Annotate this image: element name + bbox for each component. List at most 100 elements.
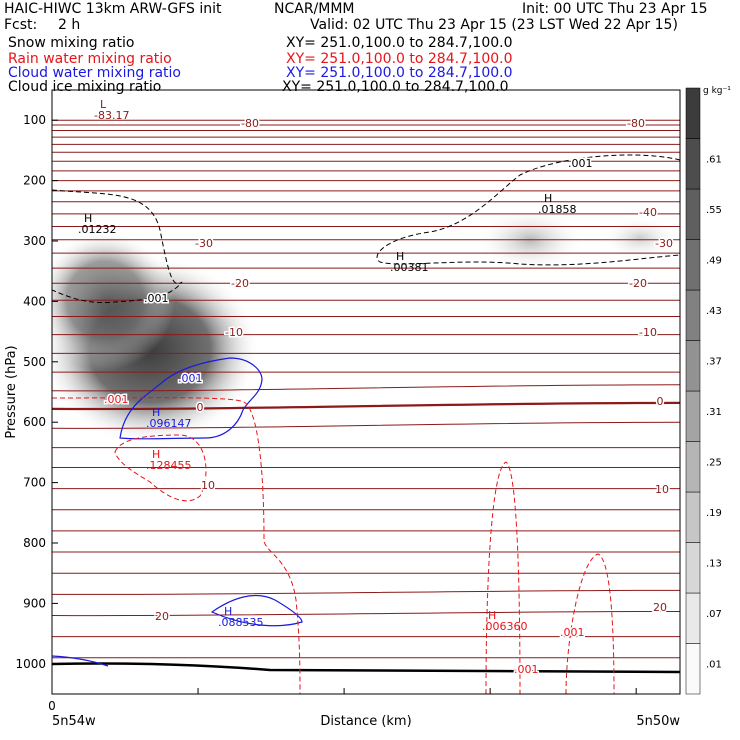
isotherm-label: -10 bbox=[225, 326, 243, 339]
colorbar-level-label: .19 bbox=[706, 508, 722, 519]
isotherm-line bbox=[52, 384, 680, 392]
colorbar-level-label: .13 bbox=[706, 559, 722, 570]
colorbar-level-label: .01 bbox=[706, 660, 722, 671]
extremum-value: .00381 bbox=[390, 261, 429, 274]
colorbar-swatch bbox=[685, 340, 701, 392]
field-snow-name: Snow mixing ratio bbox=[8, 35, 135, 51]
rain-contour-right-2 bbox=[565, 553, 615, 694]
colorbar: .01 .07 .13 .19 .25 .31 .37 .43 .49 .55 .61 g kg⁻¹ bbox=[685, 86, 731, 695]
cloud-water-contour-surface bbox=[52, 655, 109, 667]
header-org: NCAR/MMM bbox=[274, 1, 355, 17]
field-cloudwater-name: Cloud water mixing ratio bbox=[8, 65, 181, 81]
isotherm-label: -10 bbox=[639, 326, 657, 339]
field-rain-name: Rain water mixing ratio bbox=[8, 51, 172, 67]
extremum-marker: H bbox=[84, 212, 92, 225]
temperature-isotherms bbox=[52, 119, 680, 659]
contour-value-label: .001 bbox=[514, 663, 539, 676]
colorbar-level-label: .49 bbox=[706, 256, 722, 267]
cloud-water-contour-upper bbox=[119, 357, 263, 440]
rain-contour-right-1 bbox=[485, 461, 521, 694]
rain-contour-main bbox=[52, 397, 301, 694]
y-tick-label: 100 bbox=[23, 113, 46, 127]
isotherm-label: -30 bbox=[195, 237, 213, 250]
extremum-marker: L bbox=[100, 98, 107, 111]
colorbar-swatch bbox=[685, 491, 701, 543]
plot-frame bbox=[51, 89, 681, 695]
isotherm-label: 20 bbox=[653, 601, 667, 614]
isotherm-label: -20 bbox=[629, 277, 647, 290]
extremum-marker: H bbox=[396, 250, 404, 263]
extremum-marker: H bbox=[488, 609, 496, 622]
header-fcst-value: 2 h bbox=[58, 17, 81, 33]
colorbar-swatch bbox=[685, 542, 701, 594]
isotherm-line bbox=[52, 610, 680, 617]
colorbar-level-label: .25 bbox=[706, 458, 722, 469]
isotherm-label: -20 bbox=[231, 277, 249, 290]
colorbar-level-label: .37 bbox=[706, 357, 722, 368]
colorbar-swatch bbox=[685, 390, 701, 442]
field-snow-xy: XY= 251.0,100.0 to 284.7,100.0 bbox=[286, 35, 513, 51]
isotherm-line bbox=[52, 401, 680, 411]
x-axis-label: Distance (km) bbox=[320, 714, 411, 729]
mixing-ratio-contours bbox=[52, 154, 680, 694]
colorbar-level-label: .07 bbox=[706, 609, 722, 620]
contour-value-label: .001 bbox=[144, 292, 169, 305]
y-axis-label: Pressure (hPa) bbox=[4, 345, 19, 438]
rain-contour-core bbox=[114, 434, 207, 502]
snow-contour-right bbox=[376, 154, 680, 266]
isotherm-line bbox=[52, 589, 680, 595]
colorbar-unit: g kg⁻¹ bbox=[703, 86, 731, 96]
header-valid: Valid: 02 UTC Thu 23 Apr 15 (23 LST Wed … bbox=[310, 17, 678, 33]
y-tick-label: 700 bbox=[23, 476, 46, 490]
colorbar-level-label: .61 bbox=[706, 155, 722, 166]
extremum-marker: H bbox=[224, 605, 232, 618]
isotherm-label: 20 bbox=[155, 610, 169, 623]
colorbar-swatch bbox=[685, 592, 701, 644]
colorbar-level-label: .55 bbox=[706, 205, 722, 216]
colorbar-swatch bbox=[685, 239, 701, 291]
cloud-water-contour-lower bbox=[210, 594, 303, 627]
contour-value-label: .001 bbox=[178, 372, 203, 385]
extremum-value: .096147 bbox=[146, 417, 192, 430]
isotherm-label: -80 bbox=[627, 117, 645, 130]
y-tick-label: 900 bbox=[23, 596, 46, 610]
extremum-marker: H bbox=[544, 192, 552, 205]
isotherm-label: 0 bbox=[657, 395, 664, 408]
snow-contour-left bbox=[52, 189, 183, 303]
field-cloudwater-xy: XY= 251.0,100.0 to 284.7,100.0 bbox=[286, 65, 513, 81]
field-rain-xy: XY= 251.0,100.0 to 284.7,100.0 bbox=[286, 51, 513, 67]
extremum-marker: H bbox=[152, 448, 160, 461]
colorbar-swatch bbox=[685, 188, 701, 240]
pressure-axis: 100 200 300 400 500 600 700 800 900 1000 Pressure … bbox=[4, 113, 58, 671]
contour-labels: -80 -80 -40 -30 -30 -20 -20 -10 -10 0 0 10 10 20 20 L-8… bbox=[78, 98, 674, 678]
header-init: Init: 00 UTC Thu 23 Apr 15 bbox=[522, 1, 708, 17]
isotherm-label: -40 bbox=[639, 206, 657, 219]
y-tick-label: 500 bbox=[23, 355, 46, 369]
extremum-value: .006360 bbox=[482, 620, 528, 633]
colorbar-swatch bbox=[685, 87, 701, 139]
extremum-marker: H bbox=[152, 406, 160, 419]
extremum-value: -83.17 bbox=[94, 109, 129, 122]
x-right-label: 5n50w bbox=[636, 714, 680, 729]
colorbar-swatch bbox=[685, 138, 701, 190]
extremum-value: .088535 bbox=[218, 616, 264, 629]
colorbar-level-label: .43 bbox=[706, 306, 722, 317]
colorbar-swatch bbox=[685, 289, 701, 341]
colorbar-swatch bbox=[685, 643, 701, 695]
header-fcst-label: Fcst: bbox=[4, 17, 38, 33]
isotherm-label: 10 bbox=[201, 479, 215, 492]
isotherm-label: 0 bbox=[197, 401, 204, 414]
y-tick-label: 1000 bbox=[15, 657, 46, 671]
x-tick-label: 0 bbox=[48, 699, 56, 713]
isotherm-label: -30 bbox=[655, 237, 673, 250]
header-model: HAIC-HIWC 13km ARW-GFS init bbox=[4, 1, 222, 17]
y-tick-label: 300 bbox=[23, 234, 46, 248]
y-tick-label: 800 bbox=[23, 536, 46, 550]
colorbar-level-label: .31 bbox=[706, 407, 722, 418]
extremum-value: .01232 bbox=[78, 223, 117, 236]
y-tick-label: 400 bbox=[23, 294, 46, 308]
colorbar-swatch bbox=[685, 441, 701, 493]
contour-value-label: .001 bbox=[104, 393, 129, 406]
isotherm-label: 10 bbox=[655, 483, 669, 496]
